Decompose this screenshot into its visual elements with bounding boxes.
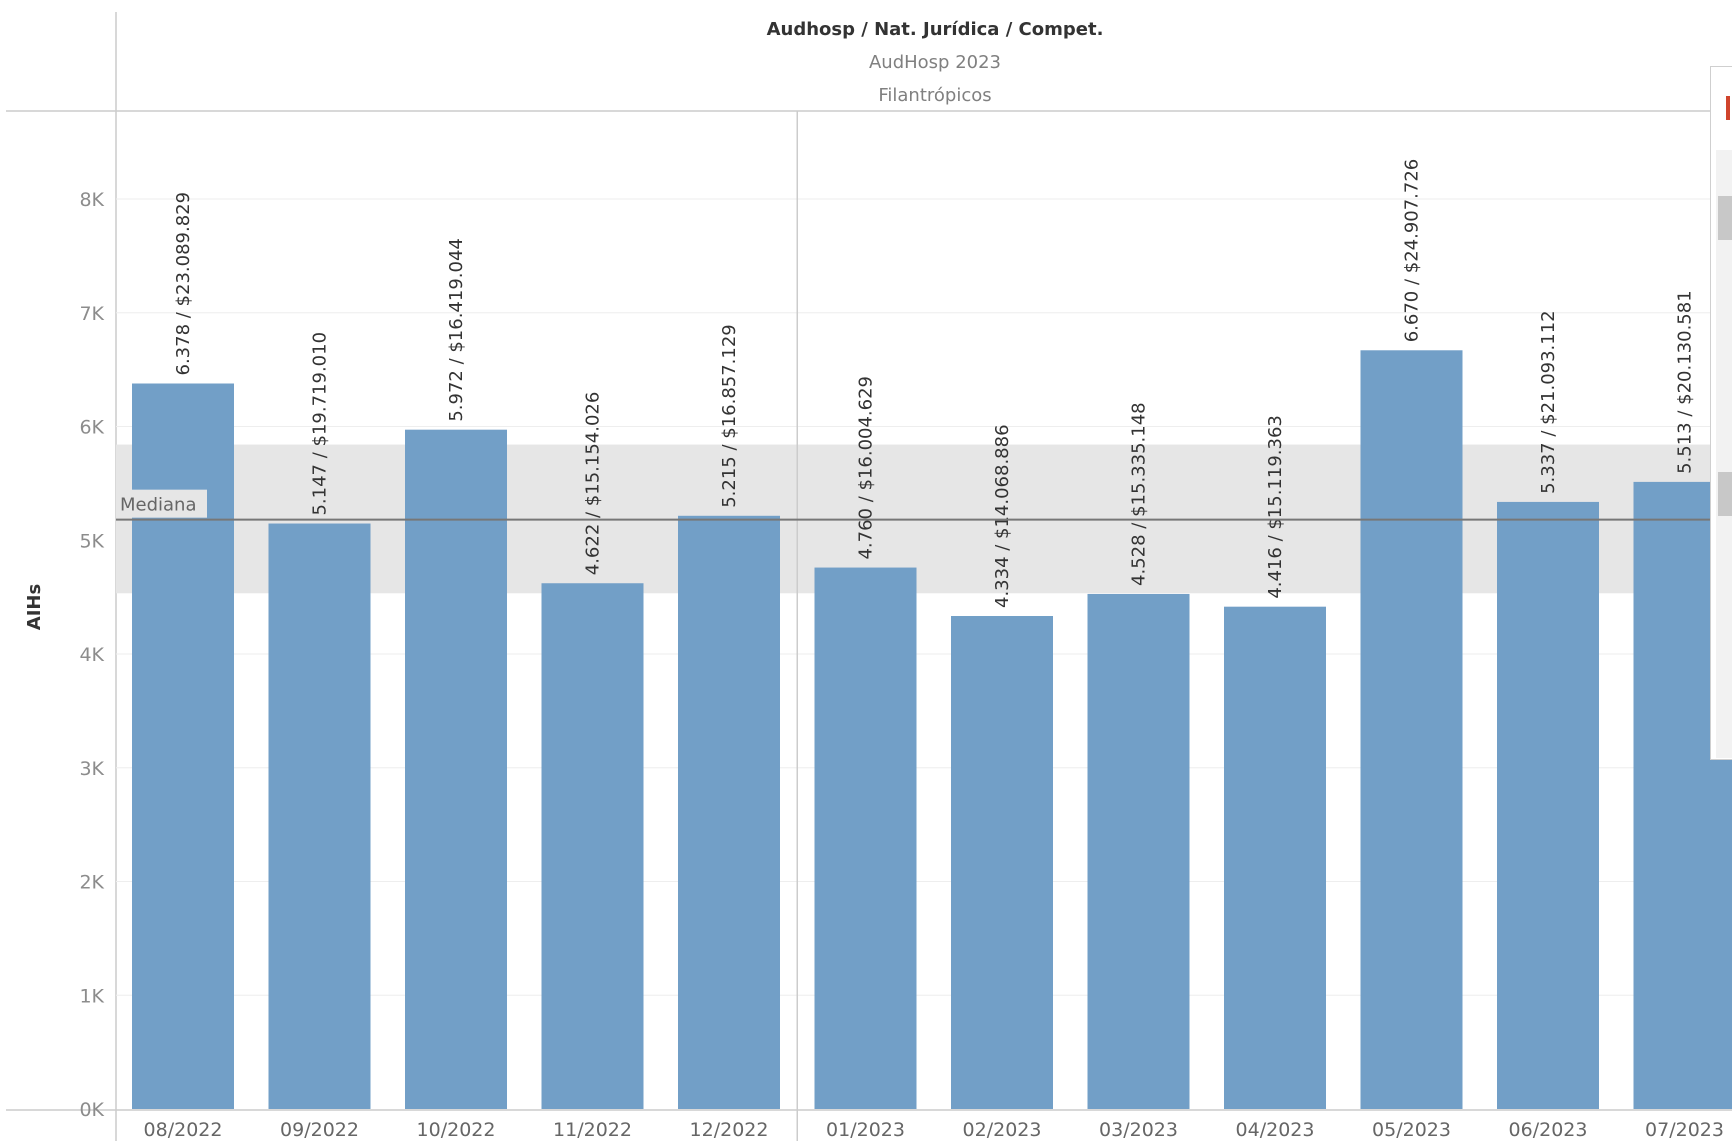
y-tick-label: 1K (79, 985, 104, 1007)
y-tick-label: 0K (79, 1099, 104, 1121)
y-tick-label: 4K (79, 644, 104, 666)
x-tick-label: 10/2022 (417, 1119, 496, 1141)
data-label: 4.416 / $15.119.363 (1265, 415, 1286, 599)
x-tick-label: 08/2022 (144, 1119, 223, 1141)
y-tick-label: 7K (79, 303, 104, 325)
median-label-box (117, 489, 207, 518)
x-tick-label: 01/2023 (826, 1119, 905, 1141)
data-label: 6.378 / $23.089.829 (173, 192, 194, 376)
bar (268, 523, 371, 1109)
data-label: 4.528 / $15.335.148 (1129, 402, 1150, 586)
side-scroll-thumb[interactable] (1718, 196, 1732, 240)
x-tick-label: 07/2023 (1645, 1119, 1724, 1141)
x-tick-label: 04/2023 (1236, 1119, 1315, 1141)
bar (814, 567, 917, 1109)
data-label: 5.337 / $21.093.112 (1538, 310, 1559, 494)
bar (1224, 606, 1326, 1109)
y-tick-label: 8K (79, 189, 104, 211)
y-tick-label: 3K (79, 758, 104, 780)
y-tick-label: 6K (79, 417, 104, 439)
bar (1087, 593, 1190, 1109)
x-tick-label: 12/2022 (690, 1119, 769, 1141)
data-label: 5.972 / $16.419.044 (446, 238, 467, 422)
bar (541, 583, 644, 1109)
data-label: 4.760 / $16.004.629 (856, 376, 877, 560)
side-panel-marker (1726, 96, 1730, 120)
y-tick-label: 2K (79, 872, 104, 894)
median-label: Mediana (120, 495, 197, 516)
x-tick-label: 05/2023 (1372, 1119, 1451, 1141)
x-tick-label: 11/2022 (553, 1119, 632, 1141)
bar (678, 515, 780, 1109)
chart-header-category: Filantrópicos (878, 85, 991, 106)
data-label: 5.215 / $16.857.129 (719, 324, 740, 508)
x-tick-label: 09/2022 (280, 1119, 359, 1141)
chart-header-year: AudHosp 2023 (869, 52, 1001, 73)
data-label: 6.670 / $24.907.726 (1402, 159, 1423, 343)
bar (1360, 350, 1463, 1110)
side-scroll-thumb-lower[interactable] (1718, 472, 1732, 516)
x-tick-label: 02/2023 (963, 1119, 1042, 1141)
bar (951, 616, 1053, 1109)
side-scrollbar[interactable] (1716, 150, 1732, 758)
data-label: 5.513 / $20.130.581 (1675, 290, 1696, 474)
y-axis-label: AIHs (24, 584, 45, 630)
x-tick-label: 06/2023 (1509, 1119, 1588, 1141)
x-tick-label: 03/2023 (1099, 1119, 1178, 1141)
bar (1497, 501, 1599, 1109)
data-label: 4.622 / $15.154.026 (583, 392, 604, 576)
data-label: 5.147 / $19.719.010 (310, 332, 331, 516)
chart-header-title: Audhosp / Nat. Jurídica / Compet. (767, 19, 1104, 40)
bar (405, 429, 507, 1109)
y-tick-label: 5K (79, 530, 104, 552)
data-label: 4.334 / $14.068.886 (992, 424, 1013, 608)
